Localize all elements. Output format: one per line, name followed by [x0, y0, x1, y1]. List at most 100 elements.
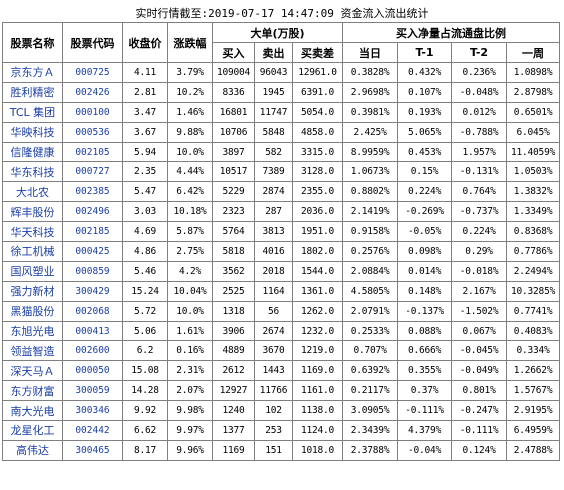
stock-code-link[interactable]: 000050 — [62, 360, 123, 382]
stock-code-link[interactable]: 002105 — [62, 141, 123, 163]
close-price: 6.62 — [122, 420, 168, 441]
ratio-today: 8.9959% — [342, 141, 399, 163]
change-pct: 4.2% — [167, 260, 213, 282]
ratio-today: 0.3981% — [342, 101, 399, 123]
table-row: 国风塑业 000859 5.46 4.2% 3562 2018 1544.0 2.0884% 0… — [2, 260, 561, 282]
stock-code-link[interactable]: 300429 — [62, 280, 123, 302]
ratio-t1: 4.379% — [397, 420, 453, 441]
stock-code-link[interactable]: 000536 — [62, 121, 123, 143]
close-price: 2.35 — [122, 161, 168, 183]
stock-name-link[interactable]: 大北农 — [2, 181, 63, 203]
ratio-t1: -0.137% — [397, 300, 453, 322]
change-pct: 1.61% — [167, 320, 213, 342]
ratio-week: 0.8368% — [506, 221, 561, 243]
close-price: 5.72 — [122, 300, 168, 322]
ratio-today: 2.0884% — [342, 260, 399, 282]
stock-code-link[interactable]: 000725 — [62, 62, 123, 83]
close-price: 2.81 — [122, 81, 168, 103]
ratio-t1: 0.224% — [397, 181, 453, 203]
stock-code-link[interactable]: 000425 — [62, 241, 123, 262]
stock-name-link[interactable]: 胜利精密 — [2, 81, 63, 103]
header-row-2: 买入 卖出 买卖差 当日 T-1 T-2 一周 — [3, 42, 561, 63]
stock-name-link[interactable]: 南大光电 — [2, 400, 63, 422]
ratio-today: 0.2533% — [342, 320, 399, 342]
stock-name-link[interactable]: 深天马Ａ — [2, 360, 63, 382]
ratio-t2: -0.247% — [451, 400, 508, 422]
stock-name-link[interactable]: 领益智造 — [2, 340, 63, 362]
buy-volume: 5818 — [212, 241, 255, 262]
stock-name-link[interactable]: 龙星化工 — [2, 420, 63, 441]
stock-code-link[interactable]: 002600 — [62, 340, 123, 362]
stock-code-link[interactable]: 000859 — [62, 260, 123, 282]
stock-name-link[interactable]: 华映科技 — [2, 121, 63, 143]
ratio-t2: 0.012% — [451, 101, 508, 123]
stock-name-link[interactable]: 徐工机械 — [2, 241, 63, 262]
sell-volume: 253 — [254, 420, 293, 441]
report-title: 实时行情截至:2019-07-17 14:47:09 资金流入流出统计 — [135, 7, 429, 20]
table-row: 京东方Ａ 000725 4.11 3.79% 109004 96043 12961.0 0.3… — [2, 62, 561, 83]
stock-name-link[interactable]: 东旭光电 — [2, 320, 63, 342]
ratio-t2: -0.049% — [451, 360, 508, 382]
stock-name-link[interactable]: 东方财富 — [2, 380, 63, 402]
stock-code-link[interactable]: 000413 — [62, 320, 123, 342]
change-pct: 9.98% — [167, 400, 213, 422]
fund-flow-table: 股票名称 股票代码 收盘价 涨跌幅 大单(万股) 买入净量占流通盘比例 买入 卖… — [2, 22, 561, 461]
ratio-t2: -0.111% — [451, 420, 508, 441]
ratio-week: 1.0898% — [506, 62, 561, 83]
ratio-t1: 0.193% — [397, 101, 453, 123]
stock-name-link[interactable]: 辉丰股份 — [2, 201, 63, 223]
stock-name-link[interactable]: 京东方Ａ — [2, 62, 63, 83]
net-volume: 1124.0 — [291, 420, 344, 441]
ratio-week: 1.2662% — [506, 360, 561, 382]
stock-name-link[interactable]: 强力新材 — [2, 280, 63, 302]
stock-code-link[interactable]: 002496 — [62, 201, 123, 223]
stock-name-link[interactable]: 华天科技 — [2, 221, 63, 243]
ratio-t2: 2.167% — [451, 280, 508, 302]
ratio-t1: -0.269% — [397, 201, 453, 223]
stock-name-link[interactable]: 国风塑业 — [2, 260, 63, 282]
stock-name-link[interactable]: TCL 集团 — [2, 101, 63, 123]
change-pct: 1.46% — [167, 101, 213, 123]
ratio-today: 0.6392% — [342, 360, 399, 382]
ratio-week: 2.4788% — [506, 439, 561, 461]
sell-volume: 2018 — [254, 260, 293, 282]
stock-code-link[interactable]: 000100 — [62, 101, 123, 123]
header-week: 一周 — [506, 42, 561, 63]
change-pct: 9.88% — [167, 121, 213, 143]
header-code: 股票代码 — [62, 22, 123, 63]
stock-name-link[interactable]: 高伟达 — [2, 439, 63, 461]
table-row: 东方财富 300059 14.28 2.07% 12927 11766 1161.0 0.21… — [2, 380, 561, 402]
ratio-t1: 0.088% — [397, 320, 453, 342]
stock-code-link[interactable]: 002385 — [62, 181, 123, 203]
stock-name-link[interactable]: 黑猫股份 — [2, 300, 63, 322]
stock-code-link[interactable]: 002442 — [62, 420, 123, 441]
table-row: 南大光电 300346 9.92 9.98% 1240 102 1138.0 3.0905% -… — [2, 400, 561, 422]
ratio-week: 6.4959% — [506, 420, 561, 441]
ratio-today: 4.5805% — [342, 280, 399, 302]
ratio-t2: -0.048% — [451, 81, 508, 103]
header-t2: T-2 — [451, 42, 508, 63]
table-row: 强力新材 300429 15.24 10.04% 2525 1164 1361.0 4.580… — [2, 280, 561, 302]
ratio-week: 0.334% — [506, 340, 561, 362]
stock-code-link[interactable]: 300059 — [62, 380, 123, 402]
ratio-t2: 0.29% — [451, 241, 508, 262]
stock-code-link[interactable]: 002426 — [62, 81, 123, 103]
sell-volume: 96043 — [254, 62, 293, 83]
stock-code-link[interactable]: 300465 — [62, 439, 123, 461]
stock-code-link[interactable]: 002185 — [62, 221, 123, 243]
stock-code-link[interactable]: 300346 — [62, 400, 123, 422]
table-row: TCL 集团 000100 3.47 1.46% 16801 11747 5054.0 0.3… — [2, 101, 561, 123]
stock-code-link[interactable]: 002068 — [62, 300, 123, 322]
sell-volume: 287 — [254, 201, 293, 223]
ratio-t1: 0.453% — [397, 141, 453, 163]
stock-code-link[interactable]: 000727 — [62, 161, 123, 183]
ratio-today: 0.2576% — [342, 241, 399, 262]
ratio-t1: 0.666% — [397, 340, 453, 362]
net-volume: 1951.0 — [291, 221, 344, 243]
stock-name-link[interactable]: 华东科技 — [2, 161, 63, 183]
stock-name-link[interactable]: 信隆健康 — [2, 141, 63, 163]
ratio-today: 0.2117% — [342, 380, 399, 402]
ratio-today: 2.0791% — [342, 300, 399, 322]
ratio-t1: 0.014% — [397, 260, 453, 282]
ratio-today: 2.1419% — [342, 201, 399, 223]
